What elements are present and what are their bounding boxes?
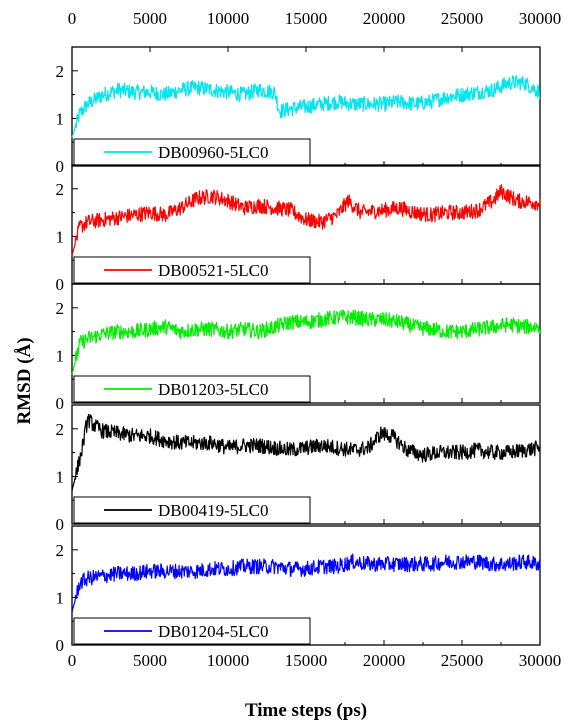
y-tick-label: 1	[56, 467, 65, 486]
y-tick-label: 0	[56, 275, 65, 294]
panel-5: 0 1 2 DB01204-5LC0	[56, 525, 541, 655]
y-axis-title: RMSD (Å)	[14, 337, 35, 424]
legend-label: DB01203-5LC0	[158, 380, 269, 399]
y-tick-label: 2	[56, 541, 65, 560]
legend: DB00521-5LC0	[73, 256, 311, 284]
legend: DB00419-5LC0	[73, 496, 311, 524]
legend-label: DB00419-5LC0	[158, 501, 269, 520]
y-tick-label: 2	[56, 299, 65, 318]
top-x-tick-label: 10000	[207, 9, 250, 28]
legend-label: DB00960-5LC0	[158, 143, 269, 162]
y-tick-label: 1	[56, 109, 65, 128]
top-x-tick-label: 30000	[519, 9, 562, 28]
x-tick-label: 25000	[441, 651, 484, 670]
legend-label: DB01204-5LC0	[158, 622, 269, 641]
y-tick-label: 2	[56, 180, 65, 199]
y-tick-label: 1	[56, 588, 65, 607]
y-tick-label: 2	[56, 420, 65, 439]
x-tick-label: 10000	[207, 651, 250, 670]
panel-1: 0 1 2 DB00960-5LC0	[56, 46, 541, 176]
panel-3: 0 1 2 DB01203-5LC0	[56, 283, 541, 413]
legend: DB01204-5LC0	[73, 617, 311, 645]
series-line	[71, 413, 541, 491]
top-x-tick-label: 0	[68, 9, 77, 28]
y-tick-label: 2	[56, 62, 65, 81]
top-x-tick-label: 15000	[285, 9, 328, 28]
top-x-tick-label: 5000	[133, 9, 167, 28]
y-tick-label: 0	[56, 515, 65, 534]
legend-label: DB00521-5LC0	[158, 261, 269, 280]
legend: DB01203-5LC0	[73, 375, 311, 403]
legend: DB00960-5LC0	[73, 138, 311, 166]
y-tick-label: 0	[56, 157, 65, 176]
panels: 0 1 2 DB00960-5LC0 0 1 2 DB00521-5LC0 0 1 2 DB01203…	[56, 46, 541, 655]
series-line	[71, 309, 541, 375]
top-x-tick-label: 20000	[363, 9, 406, 28]
panel-2: 0 1 2 DB00521-5LC0	[56, 164, 541, 294]
series-line	[71, 184, 541, 256]
top-x-tick-label: 25000	[441, 9, 484, 28]
series-line	[71, 75, 541, 138]
bottom-x-axis: 0 5000 10000 15000 20000 25000 30000	[68, 651, 562, 670]
y-tick-label: 1	[56, 346, 65, 365]
panel-4: 0 1 2 DB00419-5LC0	[56, 404, 541, 534]
series-line	[71, 553, 541, 612]
top-x-axis: 0 5000 10000 15000 20000 25000 30000	[68, 9, 562, 52]
y-tick-label: 0	[56, 394, 65, 413]
x-tick-label: 30000	[519, 651, 562, 670]
y-tick-label: 0	[56, 636, 65, 655]
x-tick-label: 20000	[363, 651, 406, 670]
x-tick-label: 5000	[133, 651, 167, 670]
x-axis-title: Time steps (ps)	[245, 700, 367, 721]
x-tick-label: 0	[68, 651, 77, 670]
x-tick-label: 15000	[285, 651, 328, 670]
y-tick-label: 1	[56, 227, 65, 246]
